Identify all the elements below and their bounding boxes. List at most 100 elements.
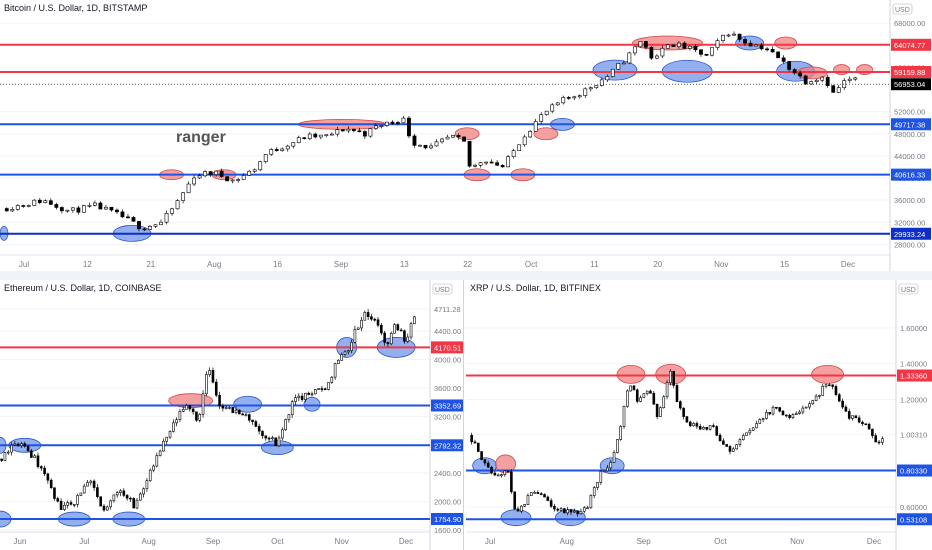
highlight-ellipse-blue (303, 396, 321, 412)
candle-body (550, 104, 555, 112)
eth-chart-pane[interactable]: Ethereum / U.S. Dollar, 1D, COINBASE 471… (0, 280, 464, 550)
candle-body (122, 490, 126, 496)
xrp-chart-pane[interactable]: XRP / U.S. Dollar, 1D, BITFINEX 1.60000 1… (466, 280, 932, 550)
candle-body (142, 488, 145, 495)
candle-body (307, 133, 312, 139)
candle-body (776, 51, 781, 59)
y-tick-label: 3600.00 (434, 384, 461, 393)
y-tick-label: 2400.00 (434, 469, 461, 478)
y-tick-label: 3200.00 (434, 412, 461, 421)
candle-body (48, 200, 53, 205)
candle-body (403, 330, 406, 342)
candle-body (158, 450, 162, 456)
candle-body (712, 425, 715, 427)
candle-body (804, 406, 808, 409)
candle-body (178, 411, 182, 420)
candle-body (635, 389, 639, 402)
x-tick-label: Jul (79, 537, 89, 546)
candle-body (109, 206, 114, 211)
candle-body (539, 493, 543, 495)
level-label: 64074.77 (894, 41, 925, 50)
candle-body (834, 386, 838, 395)
candle-body (841, 400, 844, 408)
candle-body (592, 487, 596, 496)
chart-title: XRP / U.S. Dollar, 1D, BITFINEX (470, 283, 601, 293)
candle-body (280, 148, 285, 151)
candle-body (102, 505, 106, 511)
x-tick-label: Nov (714, 260, 728, 269)
candle-body (556, 508, 560, 511)
pane-divider[interactable] (0, 271, 932, 280)
candle-body (208, 370, 211, 375)
candle-body (346, 128, 351, 132)
candle-body (732, 448, 735, 452)
xrp-chart[interactable]: 1.600001.400001.200001.003100.800000.600… (466, 280, 932, 550)
x-tick-label: 13 (400, 260, 409, 269)
candle-body (376, 319, 380, 326)
candle-body (621, 62, 626, 65)
eth-chart[interactable]: 4711.284400.004000.003600.003200.002800.… (0, 280, 463, 550)
btc-chart-pane[interactable]: Bitcoin / U.S. Dollar, 1D, BITSTAMP 6800… (0, 0, 932, 272)
candle-body (473, 164, 477, 167)
candle-body (818, 395, 821, 397)
candle-body (69, 502, 73, 505)
candle-body (82, 485, 86, 494)
y-tick-label: 28000.00 (894, 240, 925, 249)
candle-body (219, 170, 224, 177)
candle-body (396, 324, 400, 331)
candle-body (254, 421, 258, 427)
candle-body (794, 413, 798, 416)
candle-body (406, 336, 410, 342)
level-label-bg (891, 118, 931, 131)
candle-body (16, 443, 20, 447)
candle-body (610, 68, 615, 77)
candle-body (330, 376, 334, 383)
candle-body (208, 171, 213, 175)
candle-body (195, 411, 198, 421)
candle-body (489, 161, 494, 164)
candle-body (429, 145, 433, 149)
currency-label: USD (901, 287, 916, 294)
candle-body (329, 133, 334, 136)
candle-body (205, 374, 208, 395)
candle-body (211, 370, 215, 383)
candle-body (37, 199, 42, 203)
candle-body (300, 395, 304, 400)
candle-body (775, 406, 778, 409)
y-tick-label: 44000.00 (894, 152, 925, 161)
candle-body (218, 394, 221, 407)
candle-body (89, 480, 93, 483)
candle-body (168, 431, 172, 438)
candle-body (274, 149, 279, 151)
candle-body (616, 439, 619, 453)
x-tick-label: Oct (271, 537, 284, 546)
candle-body (632, 46, 637, 54)
candle-body (809, 81, 814, 85)
highlight-ellipse-blue (233, 395, 263, 413)
candle-body (13, 443, 17, 446)
btc-chart[interactable]: 68000.0060000.0052000.0048000.0044000.00… (0, 0, 932, 271)
candle-body (56, 498, 60, 502)
candle-body (660, 47, 665, 57)
candle-body (642, 393, 646, 399)
candle-body (125, 495, 129, 499)
level-label: 29933.24 (894, 230, 925, 239)
candle-body (264, 435, 268, 439)
candle-body (679, 401, 682, 409)
candle-body (285, 145, 290, 150)
highlight-ellipse-red (774, 36, 798, 50)
candle-body (493, 472, 497, 476)
candle-body (224, 407, 228, 409)
candle-body (290, 401, 294, 416)
candle-body (666, 44, 670, 49)
candle-body (104, 206, 108, 210)
candle-body (643, 41, 648, 48)
candle-body (616, 63, 621, 70)
candle-body (791, 414, 795, 418)
candle-body (871, 428, 874, 436)
candle-body (824, 384, 828, 387)
candle-body (231, 407, 235, 413)
y-tick-label: 48000.00 (894, 130, 925, 139)
candle-body (418, 144, 422, 147)
candle-body (49, 479, 53, 489)
